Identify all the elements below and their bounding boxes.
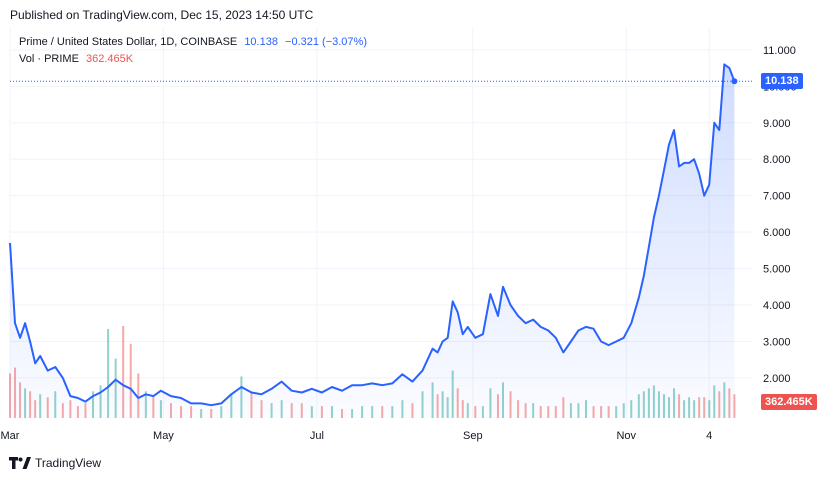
y-tick-label: 3.000	[763, 336, 791, 348]
y-tick-label: 9.000	[763, 118, 791, 130]
volume-bar	[122, 326, 125, 418]
y-tick-label: 8.000	[763, 154, 791, 166]
legend-vol-label: Vol · PRIME	[19, 53, 79, 65]
price-area	[10, 64, 735, 419]
x-tick-label: Nov	[616, 430, 636, 442]
volume-bar	[137, 373, 140, 418]
x-tick-label: Sep	[463, 430, 483, 442]
last-price-label: 10.138	[761, 73, 803, 90]
x-tick-label: May	[153, 430, 174, 442]
tradingview-logo-text: TradingView	[35, 456, 102, 470]
x-tick-label: 4	[706, 430, 712, 442]
legend-change: −0.321 (−3.07%)	[285, 36, 367, 48]
tradingview-logo-icon	[9, 457, 31, 469]
volume-bar	[107, 328, 110, 418]
y-tick-label: 4.000	[763, 300, 791, 312]
published-caption: Published on TradingView.com, Dec 15, 20…	[10, 8, 314, 22]
volume-bar	[129, 343, 132, 418]
y-tick-label: 5.000	[763, 264, 791, 276]
legend-volume-row: Vol · PRIME 362.465K	[19, 53, 137, 65]
y-tick-label: 6.000	[763, 227, 791, 239]
x-tick-label: Jul	[310, 430, 324, 442]
legend-symbol-row: Prime / United States Dollar, 1D, COINBA…	[19, 36, 371, 48]
legend-vol-value: 362.465K	[85, 53, 134, 65]
price-line	[9, 63, 736, 407]
y-tick-label: 11.000	[763, 45, 796, 57]
last-volume-label: 362.465K	[761, 394, 817, 411]
legend-symbol: Prime / United States Dollar, 1D, COINBA…	[19, 36, 238, 48]
tradingview-logo[interactable]: TradingView	[9, 456, 101, 470]
x-axis: Mar May Jul Sep Nov 4	[1, 430, 713, 442]
legend-price: 10.138	[244, 36, 278, 48]
y-tick-label: 2.000	[763, 373, 791, 385]
x-tick-label: Mar	[1, 430, 20, 442]
last-price-dot	[731, 78, 738, 85]
y-axis: 2.000 3.000 4.000 5.000 6.000 7.000 8.000 9.000…	[763, 45, 797, 385]
y-tick-label: 7.000	[763, 191, 791, 203]
